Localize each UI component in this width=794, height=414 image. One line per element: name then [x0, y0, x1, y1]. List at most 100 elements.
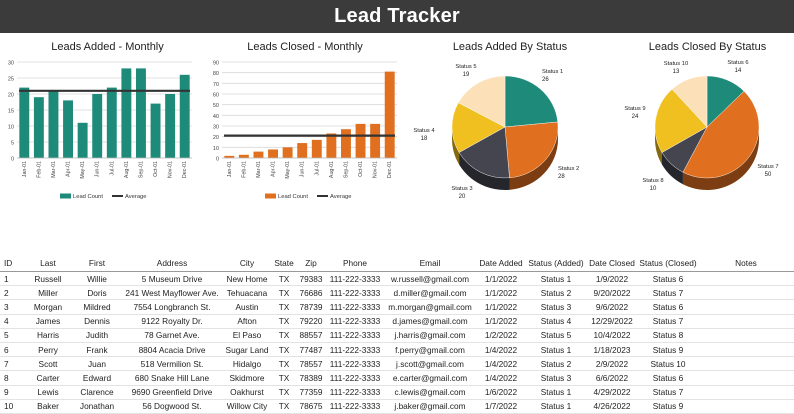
cell-notes [698, 328, 794, 343]
leads-closed-monthly-ytick-label: 20 [213, 135, 219, 141]
cell-email: d.james@gmail.com [384, 314, 476, 329]
leads-closed-by-status-slice [654, 88, 708, 153]
page-title: Lead Tracker [334, 5, 460, 27]
cell-id: 4 [0, 314, 24, 329]
leads-closed-monthly-ytick-label: 80 [213, 71, 219, 77]
chart-title-leads-added-by-status: Leads Added By Status [452, 41, 568, 53]
table-row[interactable]: 9 Lewis Clarence 9690 Greenfield Drive Oakhu… [0, 385, 794, 400]
cell-last: Miller [24, 285, 72, 301]
leads-added-by-status-slice [504, 75, 558, 128]
cell-status-closed: Status 7 [638, 285, 698, 301]
cell-status-closed: Status 9 [638, 399, 698, 414]
leads-closed-monthly-xtick-label: Mar-01 [256, 161, 262, 178]
column-header-state: State [272, 255, 296, 272]
leads-added-by-status-slice [504, 121, 559, 179]
table-row[interactable]: 3 Morgan Mildred 7554 Longbranch St. Austin T… [0, 299, 794, 315]
cell-state: TX [272, 399, 296, 414]
cell-email: j.harris@gmail.com [384, 328, 476, 343]
cell-zip: 78675 [296, 399, 326, 414]
leads-closed-by-status-slice-side [661, 152, 683, 185]
leads-closed-monthly-bar [311, 139, 322, 158]
cell-city: El Paso [222, 328, 272, 343]
cell-status-added: Status 1 [526, 271, 586, 287]
leads-closed-monthly-bar [370, 123, 381, 158]
leads-added-monthly-bar [92, 94, 103, 158]
cell-first: Clarence [72, 385, 122, 400]
cell-phone: 111-222-3333 [326, 370, 384, 386]
table-row[interactable]: 4 James Dennis 9122 Royalty Dr. Afton TX 79220… [0, 314, 794, 329]
leads-closed-by-status-slice-value: 50 [765, 172, 772, 178]
leads-closed-monthly-xtick-label: Aug-01 [329, 161, 335, 178]
leads-closed-by-status-slice-label: Status 6 [727, 60, 748, 66]
leads-closed-monthly-ytick-label: 40 [213, 114, 219, 120]
cell-zip: 88557 [296, 328, 326, 343]
table-row[interactable]: 1 Russell Willie 5 Museum Drive New Home TX 79… [0, 271, 794, 287]
leads-closed-monthly-bar [384, 71, 395, 158]
cell-status-closed: Status 6 [638, 299, 698, 315]
leads-closed-by-status-slice-label: Status 7 [757, 164, 778, 170]
leads-closed-monthly-legend-swatch-lead-count [265, 193, 276, 199]
leads-added-monthly-legend-swatch-lead-count [60, 193, 71, 199]
leads-closed-monthly-ytick-label: 90 [213, 61, 219, 67]
table-row[interactable]: 6 Perry Frank 8804 Acacia Drive Sugar Land TX… [0, 342, 794, 358]
cell-status-closed: Status 6 [638, 370, 698, 386]
leads-closed-by-status-slice-label: Status 8 [642, 178, 663, 184]
cell-notes [698, 385, 794, 400]
leads-closed-monthly-xtick-label: Apr-01 [271, 161, 277, 177]
chart-leads-closed-by-status: Status 6 14 Status 7 50 Status 8 10 Status 9 24… [624, 60, 778, 192]
cell-email: w.russell@gmail.com [384, 271, 476, 287]
cell-address: 241 West Mayflower Ave. [122, 285, 222, 301]
column-header-status-added: Status (Added) [526, 255, 586, 272]
column-header-phone: Phone [326, 255, 384, 272]
leads-added-by-status-slice-value: 28 [558, 174, 565, 180]
table-row[interactable]: 8 Carter Edward 680 Snake Hill Lane Skidmore… [0, 370, 794, 386]
cell-first: Juan [72, 356, 122, 372]
leads-closed-by-status-slice-side [682, 127, 759, 191]
leads-added-by-status-slice [458, 75, 506, 128]
cell-date-closed: 9/6/2022 [586, 299, 638, 315]
leads-closed-monthly-ytick-label: 30 [213, 125, 219, 131]
cell-notes [698, 399, 794, 414]
leads-added-by-status-slice-label: Status 1 [542, 69, 563, 75]
cell-id: 9 [0, 385, 24, 400]
leads-added-monthly-ytick-label: 30 [8, 61, 14, 67]
cell-city: Skidmore [222, 370, 272, 386]
column-header-last: Last [24, 255, 72, 272]
leads-added-monthly-ytick-label: 10 [8, 125, 14, 131]
leads-closed-by-status-slice-label: Status 9 [624, 106, 645, 112]
leads-closed-monthly-bar [326, 133, 337, 158]
cell-city: Sugar Land [222, 342, 272, 358]
leads-added-monthly-ytick-label: 20 [8, 93, 14, 99]
leads-closed-monthly-xtick-label: Jul-01 [314, 161, 320, 175]
table-row[interactable]: 5 Harris Judith 78 Garnet Ave. El Paso TX 8855… [0, 328, 794, 343]
title-bar: Lead Tracker [0, 0, 794, 33]
leads-closed-monthly-bar [268, 149, 278, 158]
leads-added-monthly-ytick-label: 0 [11, 157, 14, 163]
table-row[interactable]: 10 Baker Jonathan 56 Dogwood St. Willow City… [0, 399, 794, 414]
leads-added-monthly-xtick-label: Mar-01 [51, 161, 57, 178]
column-header-status-closed: Status (Closed) [638, 255, 698, 272]
leads-closed-monthly-bar [224, 155, 235, 158]
leads-closed-monthly-ytick-label: 70 [213, 82, 219, 88]
cell-last: Lewis [24, 385, 72, 400]
cell-zip: 78389 [296, 370, 326, 386]
table-row[interactable]: 7 Scott Juan 518 Vermilion St. Hidalgo TX 7855… [0, 356, 794, 372]
leads-added-monthly-legend-label-average: Average [125, 194, 147, 200]
cell-date-added: 1/1/2022 [476, 271, 526, 287]
leads-added-monthly-ytick-label: 25 [8, 77, 14, 83]
cell-notes [698, 356, 794, 372]
cell-notes [698, 299, 794, 315]
cell-id: 2 [0, 285, 24, 301]
leads-closed-monthly-legend-label-average: Average [330, 194, 352, 200]
leads-closed-by-status-slice-label: Status 10 [664, 61, 689, 67]
table-row[interactable]: 2 Miller Doris 241 West Mayflower Ave. Tehua… [0, 285, 794, 301]
cell-date-closed: 9/20/2022 [586, 285, 638, 301]
cell-status-added: Status 3 [526, 299, 586, 315]
leads-added-monthly-bar [136, 68, 146, 158]
cell-status-added: Status 4 [526, 314, 586, 329]
leads-added-by-status-slice [458, 126, 510, 179]
cell-id: 1 [0, 271, 24, 287]
leads-added-by-status-slice [451, 102, 506, 153]
leads-closed-monthly-xtick-label: Sep-01 [343, 161, 349, 178]
cell-last: Perry [24, 342, 72, 358]
